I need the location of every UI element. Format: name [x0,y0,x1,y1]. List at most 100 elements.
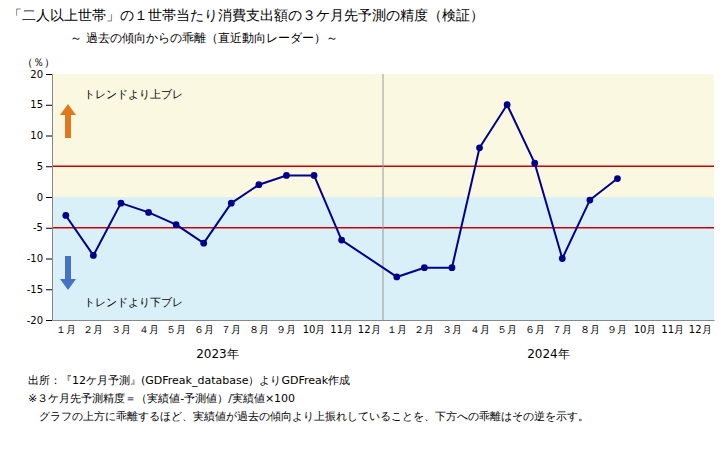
note: グラフの上方に乖離するほど、実績値が過去の傾向より上振れしていることを、下方への… [28,410,589,423]
y-tick: -15 [27,284,52,295]
x-tick: 12月 [689,324,712,335]
x-tick: ７月 [552,324,572,335]
group-label: 2023年 [196,347,239,361]
x-tick: ８月 [249,324,269,335]
y-tick-label: -10 [27,253,43,264]
x-tick-label: ９月 [276,324,296,335]
x-tick-label: ９月 [607,324,627,335]
data-point [90,252,97,259]
x-tick-label: ２月 [414,324,434,335]
y-tick-mark [46,259,52,260]
y-tick: 0 [37,192,52,203]
annotation-arrow [60,104,76,138]
y-tick: 15 [30,99,52,110]
title: 「二人以上世帯」の１世帯当たり消費支出額の３ケ月先予測の精度（検証） [8,7,484,23]
y-tick-label: 5 [37,161,43,172]
y-tick-label: -20 [27,315,43,326]
data-point [449,264,456,271]
x-tick: ５月 [166,324,186,335]
x-tick: ６月 [525,324,545,335]
x-tick-label: 11月 [661,324,684,335]
group-label: 2024年 [527,347,570,361]
x-tick: ７月 [221,324,241,335]
y-tick: 10 [30,130,52,141]
x-tick-label: ３月 [442,324,462,335]
y-tick-label: 15 [30,99,43,110]
data-point [421,264,428,271]
y-tick-mark [46,105,52,106]
x-tick-label: ６月 [194,324,214,335]
y-tick: -5 [33,222,52,233]
x-tick-label: 10月 [634,324,657,335]
x-tick-label: ２月 [83,324,103,335]
x-tick-label: ８月 [580,324,600,335]
annotation-text: トレンドより下ブレ [84,296,183,309]
annotation-arrow [60,256,76,290]
y-tick-label: -5 [33,222,43,233]
data-point [531,160,538,167]
y-tick: -10 [27,253,52,264]
x-tick-label: ５月 [497,324,517,335]
x-tick-label: ７月 [221,324,241,335]
annotation-text: トレンドより上ブレ [84,88,183,101]
x-tick-label: ６月 [525,324,545,335]
y-tick-mark [46,197,52,198]
y-tick-label: 20 [30,69,43,80]
x-tick: 11月 [661,324,684,335]
axis-line [46,75,53,321]
x-tick: ９月 [607,324,627,335]
x-tick: ４月 [470,324,490,335]
group-divider [383,74,384,320]
x-axis: １月２月３月４月５月６月７月８月９月10月11月12月１月２月３月４月５月６月７… [53,321,715,336]
data-point [338,237,345,244]
x-tick: １月 [56,324,76,335]
y-tick-mark [46,166,52,167]
x-tick-label: １月 [56,324,76,335]
x-tick: ９月 [276,324,296,335]
data-point [476,144,483,151]
axis-line [53,320,715,321]
y-axis-label: （％） [22,56,55,69]
x-tick-label: ７月 [552,324,572,335]
y-tick-mark [46,320,52,321]
data-point [586,197,593,204]
chart-svg: 「二人以上世帯」の１世帯当たり消費支出額の３ケ月先予測の精度（検証） ～ 過去の傾… [0,0,728,450]
x-tick: ２月 [414,324,434,335]
x-tick: 11月 [330,324,353,335]
data-point [118,200,125,207]
note: ※３ケ月先予測精度＝（実績値-予測値）/実績値×100 [28,392,295,405]
x-tick-label: 12月 [689,324,712,335]
data-point [173,221,180,228]
x-tick-label: 11月 [330,324,353,335]
data-point [255,181,262,188]
y-tick: 5 [37,161,52,172]
x-tick-label: 12月 [358,324,381,335]
y-axis: -20 -15 -10 -5 0 5 10 15 20 [27,69,53,326]
annotations: トレンドより上ブレトレンドより下ブレ [60,88,183,309]
y-tick-mark [46,74,52,75]
note: 出所：『12ケ月予測』(GDFreak_database）よりGDFreak作成 [28,374,350,387]
data-point [559,255,566,262]
x-tick: ３月 [442,324,462,335]
y-tick: -20 [27,315,52,326]
x-tick: ８月 [580,324,600,335]
y-tick-label: -15 [27,284,43,295]
x-tick: ４月 [139,324,159,335]
y-tick-mark [46,228,52,229]
subtitle: ～ 過去の傾向からの乖離（直近動向レーダー）～ [70,31,338,45]
data-point [62,212,69,219]
y-tick-mark [46,289,52,290]
x-tick: 12月 [358,324,381,335]
x-tick: 10月 [303,324,326,335]
data-point [145,209,152,216]
x-tick-label: ５月 [166,324,186,335]
data-point [504,101,511,108]
plot-area [52,74,714,320]
x-tick-label: ３月 [111,324,131,335]
x-tick: ６月 [194,324,214,335]
x-tick: 10月 [634,324,657,335]
data-line [66,105,618,277]
data-point [393,274,400,281]
data-point [614,175,621,182]
y-tick-label: 0 [37,192,43,203]
